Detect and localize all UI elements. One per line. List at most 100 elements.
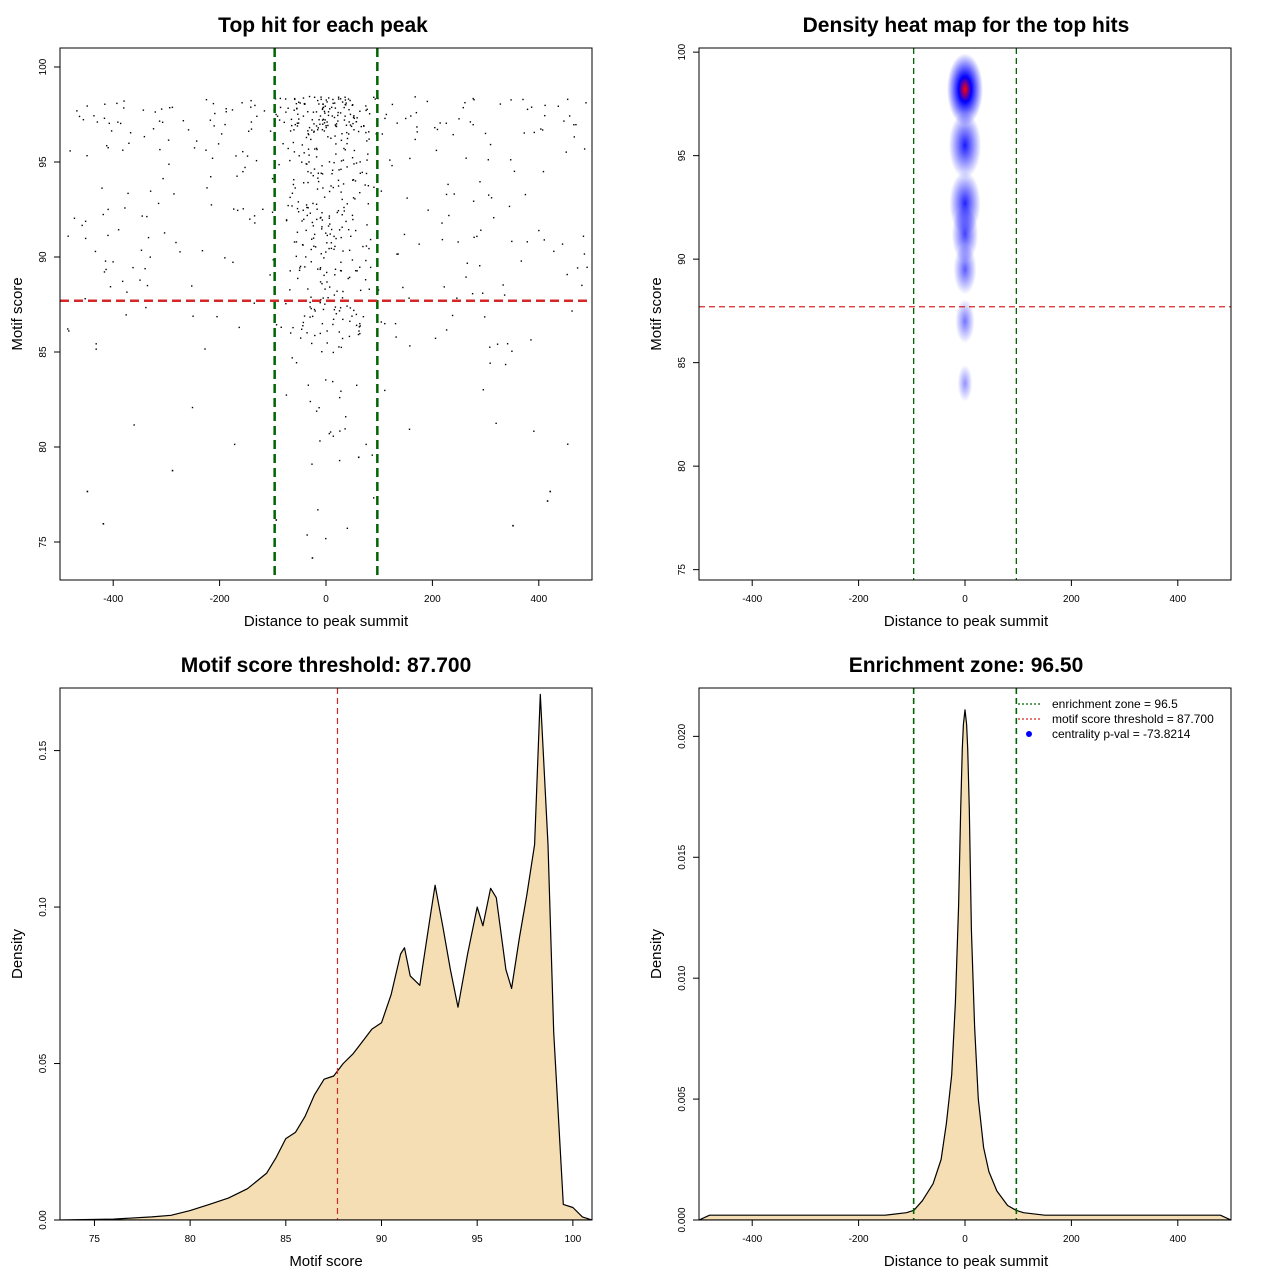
x-tick-label: 200: [1063, 594, 1080, 605]
scatter-point: [334, 245, 336, 248]
scatter-point: [295, 102, 298, 105]
scatter-point: [299, 267, 301, 269]
scatter-point: [101, 187, 103, 189]
scatter-point: [321, 173, 324, 175]
scatter-point: [321, 119, 324, 121]
scatter-point: [122, 149, 124, 151]
scatter-point: [125, 314, 127, 316]
scatter-point: [355, 313, 358, 316]
scatter-point: [158, 120, 161, 122]
y-tick-label: 80: [38, 441, 49, 453]
scatter-point: [416, 126, 418, 128]
scatter-point: [269, 130, 272, 132]
scatter-point: [341, 337, 344, 340]
scatter-point: [292, 183, 295, 186]
scatter-point: [307, 181, 309, 184]
scatter-point: [316, 129, 319, 131]
scatter-point: [327, 111, 330, 113]
scatter-point: [313, 233, 316, 236]
scatter-point: [316, 208, 318, 210]
scatter-point: [321, 219, 324, 221]
scatter-point: [396, 122, 398, 124]
scatter-point: [333, 116, 336, 119]
scatter-point: [321, 350, 323, 353]
scatter-point: [328, 215, 331, 217]
scatter-point: [471, 292, 474, 295]
scatter-point: [102, 213, 104, 216]
scatter-point: [289, 289, 291, 291]
scatter-point: [348, 249, 351, 252]
scatter-point: [380, 190, 383, 192]
scatter-point: [317, 268, 319, 270]
scatter-point: [322, 106, 325, 108]
scatter-point: [349, 99, 351, 102]
scatter-point: [451, 314, 454, 317]
scatter-point: [320, 98, 322, 101]
scatter-point: [291, 357, 293, 359]
panel-scatter-ylabel: Motif score: [9, 277, 26, 350]
scatter-point: [348, 108, 350, 111]
scatter-point: [340, 168, 342, 171]
scatter-point: [329, 108, 331, 110]
scatter-point: [526, 241, 528, 243]
scatter-point: [406, 197, 408, 199]
scatter-point: [542, 170, 545, 173]
scatter-point: [297, 101, 300, 103]
scatter-point: [369, 238, 372, 241]
scatter-point: [256, 115, 258, 118]
scatter-point: [307, 170, 309, 173]
scatter-point: [568, 115, 571, 117]
scatter-point: [102, 523, 105, 525]
scatter-point: [308, 126, 311, 129]
scatter-point: [391, 164, 393, 167]
scatter-point: [479, 265, 481, 267]
scatter-point: [107, 234, 109, 237]
scatter-point: [355, 121, 358, 123]
scatter-point: [214, 112, 216, 115]
scatter-point: [319, 440, 321, 442]
scatter-point: [336, 211, 338, 214]
scatter-point: [149, 256, 151, 258]
scatter-point: [360, 125, 363, 128]
scatter-point: [335, 125, 338, 128]
scatter-point: [489, 362, 491, 364]
scatter-point: [299, 265, 302, 268]
scatter-point: [279, 106, 282, 109]
scatter-point: [368, 247, 370, 250]
scatter-point: [293, 241, 296, 243]
scatter-point: [285, 394, 288, 396]
scatter-point: [358, 330, 360, 332]
scatter-point: [330, 106, 333, 109]
scatter-point: [326, 234, 329, 237]
scatter-point: [123, 100, 125, 102]
scatter-point: [249, 218, 251, 220]
scatter-point: [340, 346, 343, 349]
scatter-point: [344, 428, 346, 430]
scatter-point: [369, 266, 372, 269]
scatter-point: [297, 122, 300, 124]
scatter-point: [282, 143, 284, 145]
scatter-point: [322, 297, 324, 299]
scatter-point: [253, 215, 256, 217]
scatter-point: [321, 108, 324, 111]
scatter-point: [538, 229, 540, 232]
x-tick-label: 90: [376, 1234, 388, 1245]
scatter-point: [456, 297, 458, 299]
scatter-point: [323, 110, 326, 113]
scatter-point: [309, 316, 311, 318]
scatter-point: [326, 101, 328, 103]
scatter-point: [315, 147, 318, 150]
scatter-point: [309, 400, 312, 403]
scatter-point: [334, 268, 337, 270]
scatter-point: [312, 111, 315, 113]
scatter-point: [309, 306, 311, 308]
scatter-point: [302, 115, 305, 117]
scatter-point: [81, 224, 83, 227]
scatter-point: [253, 302, 255, 304]
scatter-point: [297, 201, 300, 203]
scatter-point: [306, 534, 308, 536]
x-tick-label: 0: [962, 1234, 968, 1245]
scatter-point: [283, 121, 285, 124]
scatter-point: [319, 267, 322, 269]
scatter-point: [325, 232, 327, 234]
